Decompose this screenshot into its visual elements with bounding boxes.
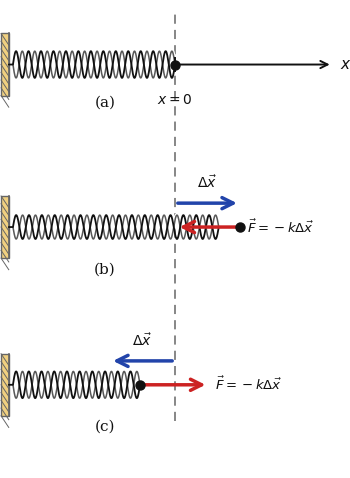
Bar bbox=[1, 354, 9, 416]
Text: $x=0$: $x=0$ bbox=[157, 93, 193, 107]
Text: (a): (a) bbox=[94, 96, 116, 110]
Text: (c): (c) bbox=[95, 420, 115, 434]
Text: $x$: $x$ bbox=[340, 57, 350, 72]
Text: (b): (b) bbox=[94, 263, 116, 277]
Text: $\vec{F}=-k\Delta\vec{x}$: $\vec{F}=-k\Delta\vec{x}$ bbox=[215, 376, 282, 393]
Bar bbox=[1, 33, 9, 96]
Text: $\vec{F}=-k\Delta\vec{x}$: $\vec{F}=-k\Delta\vec{x}$ bbox=[247, 218, 314, 236]
Text: $\Delta\vec{x}$: $\Delta\vec{x}$ bbox=[197, 174, 216, 191]
Bar bbox=[1, 196, 9, 258]
Text: $\Delta\vec{x}$: $\Delta\vec{x}$ bbox=[132, 332, 152, 349]
